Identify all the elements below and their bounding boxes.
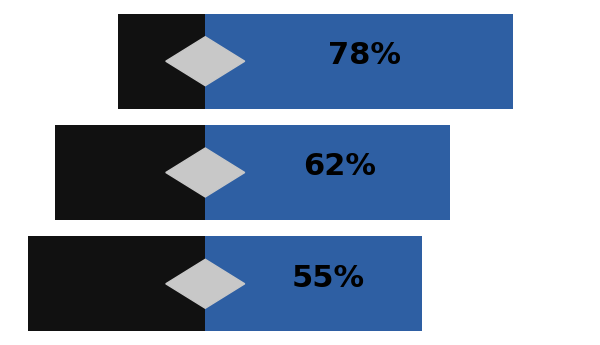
Polygon shape bbox=[166, 259, 245, 308]
Bar bbox=[205, 14, 513, 109]
Text: 78%: 78% bbox=[328, 41, 401, 70]
Text: 62%: 62% bbox=[303, 152, 376, 181]
Bar bbox=[118, 14, 205, 109]
Bar bbox=[205, 125, 450, 220]
Bar bbox=[205, 236, 422, 331]
Polygon shape bbox=[166, 148, 245, 197]
Bar bbox=[55, 125, 205, 220]
Polygon shape bbox=[166, 37, 245, 86]
Text: 55%: 55% bbox=[292, 264, 365, 293]
Bar bbox=[28, 236, 205, 331]
